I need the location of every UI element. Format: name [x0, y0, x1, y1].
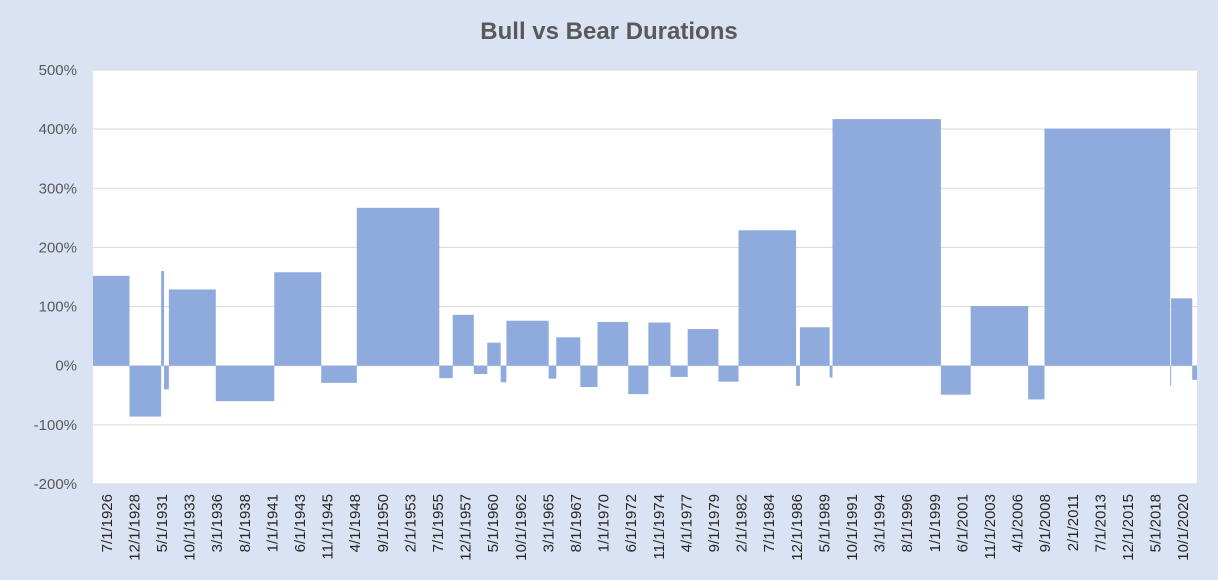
bar: [93, 275, 130, 366]
plot-area: [93, 70, 1197, 484]
bar: [832, 119, 941, 366]
bar: [321, 365, 357, 383]
x-tick-label: 4/1/2006: [1010, 494, 1027, 552]
x-tick-label: 9/1/1979: [706, 494, 723, 552]
bar: [161, 271, 165, 366]
bar: [1171, 298, 1193, 366]
bar: [473, 365, 488, 374]
x-tick-label: 11/1/1974: [651, 494, 668, 560]
bars: [93, 119, 1197, 417]
x-tick-label: 8/1/1938: [237, 494, 254, 552]
bar: [500, 365, 507, 383]
bar: [506, 320, 549, 366]
x-tick-label: 10/1/1991: [844, 494, 861, 561]
x-tick-label: 2/1/2011: [1065, 494, 1082, 551]
x-tick-label: 2/1/1953: [402, 494, 419, 552]
x-tick-label: 5/1/2018: [1148, 494, 1165, 552]
x-tick-label: 5/1/1989: [816, 494, 833, 552]
x-tick-label: 6/1/1972: [623, 494, 640, 552]
x-tick-label: 4/1/1948: [347, 494, 364, 552]
bar: [129, 365, 162, 417]
bar: [940, 365, 971, 395]
x-tick-label: 12/1/1986: [789, 494, 806, 561]
x-tick-label: 10/1/1933: [182, 494, 199, 561]
bar: [799, 327, 830, 366]
y-tick-label: 500%: [39, 62, 77, 79]
y-tick-label: 0%: [55, 358, 77, 375]
x-tick-label: 1/1/1970: [596, 494, 613, 552]
y-tick-label: 200%: [39, 239, 77, 256]
bar: [487, 342, 501, 366]
bar: [274, 272, 322, 366]
bar: [164, 365, 169, 390]
x-tick-label: 1/1/1999: [927, 494, 944, 552]
x-tick-label: 6/1/2001: [954, 494, 971, 552]
x-tick-label: 12/1/2015: [1120, 494, 1137, 561]
bar: [738, 230, 797, 366]
bar: [1192, 365, 1197, 380]
x-tick-label: 12/1/1928: [126, 494, 143, 561]
x-tick-label: 7/1/1926: [99, 494, 116, 552]
bar: [439, 365, 453, 379]
bar: [597, 321, 629, 366]
bar: [687, 329, 719, 366]
y-tick-label: -100%: [34, 417, 77, 434]
y-tick-label: 300%: [39, 180, 77, 197]
bar: [970, 305, 1029, 366]
y-tick-label: 400%: [39, 121, 77, 138]
x-axis-ticks: 7/1/1926 12/1/1928 5/1/1931 10/1/1933 3/1/19…: [99, 494, 1192, 561]
x-tick-label: 11/1/1945: [320, 494, 337, 560]
x-tick-label: 6/1/1943: [292, 494, 309, 552]
bar: [1044, 128, 1171, 366]
bar: [829, 365, 833, 378]
x-tick-label: 7/1/1955: [430, 494, 447, 552]
y-tick-label: -200%: [34, 476, 77, 493]
x-tick-label: 3/1/1994: [872, 494, 889, 552]
bar: [556, 337, 581, 366]
x-tick-label: 9/1/2008: [1037, 494, 1054, 552]
bar: [356, 207, 440, 366]
bar: [548, 365, 557, 379]
x-tick-label: 5/1/1960: [485, 494, 502, 552]
bar: [628, 365, 649, 395]
x-tick-label: 1/1/1941: [264, 494, 281, 552]
x-tick-label: 11/1/2003: [982, 494, 999, 560]
bar: [648, 322, 671, 366]
bar: [168, 289, 216, 366]
x-tick-label: 8/1/1967: [568, 494, 585, 552]
x-tick-label: 5/1/1931: [154, 494, 171, 552]
bar: [670, 365, 688, 377]
x-tick-label: 2/1/1982: [734, 494, 751, 552]
x-tick-label: 3/1/1936: [209, 494, 226, 552]
x-tick-label: 10/1/2020: [1175, 494, 1192, 561]
x-tick-label: 10/1/1962: [513, 494, 530, 561]
bar: [1028, 365, 1045, 400]
bar: [215, 365, 275, 402]
x-tick-label: 3/1/1965: [540, 494, 557, 552]
x-tick-label: 8/1/1996: [899, 494, 916, 552]
chart-title: Bull vs Bear Durations: [480, 18, 738, 45]
bar: [718, 365, 739, 382]
x-tick-label: 12/1/1957: [458, 494, 475, 561]
x-tick-label: 7/1/1984: [761, 494, 778, 552]
bar: [580, 365, 598, 388]
x-tick-label: 7/1/2013: [1092, 494, 1109, 552]
bar: [796, 365, 800, 386]
bar: [452, 314, 474, 366]
x-tick-label: 4/1/1977: [678, 494, 695, 552]
x-tick-label: 9/1/1950: [375, 494, 392, 552]
bar: [1170, 365, 1172, 386]
y-tick-label: 100%: [39, 299, 77, 316]
y-axis-ticks: -200% -100% 0% 100% 200% 300% 400% 500%: [34, 62, 77, 493]
